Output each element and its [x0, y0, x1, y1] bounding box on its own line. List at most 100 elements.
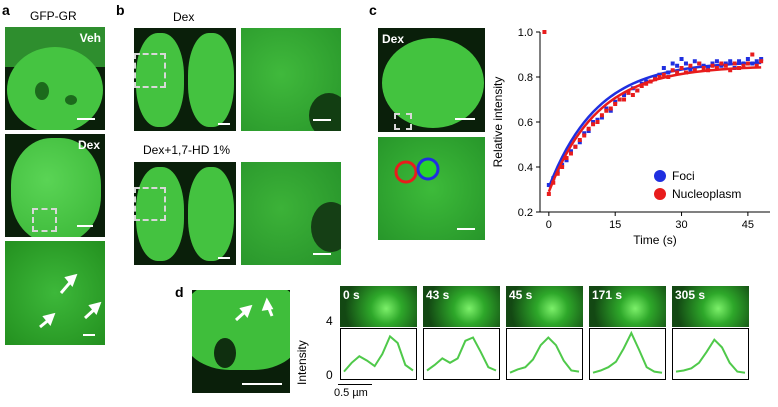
micrograph-b-dex-zoom: [241, 28, 341, 131]
data-point-nucleoplasm: [692, 68, 697, 73]
panel-label-c: c: [369, 2, 377, 18]
micrograph-dex-zoom: [5, 241, 105, 345]
data-point-foci: [710, 61, 715, 66]
data-point-nucleoplasm: [754, 63, 759, 68]
y-tick-label: 0.8: [518, 72, 533, 84]
scale-bar: [83, 334, 95, 336]
data-point-foci: [750, 61, 755, 66]
scale-bar: [313, 253, 331, 255]
profile-frame: [423, 328, 500, 380]
data-point-nucleoplasm: [626, 90, 631, 95]
x-tick-label: 30: [675, 219, 687, 231]
data-point-foci: [564, 158, 569, 163]
data-point-foci: [714, 59, 719, 64]
data-point-nucleoplasm: [560, 165, 565, 169]
x-tick-label: 45: [742, 219, 754, 231]
data-point-nucleoplasm: [604, 108, 609, 113]
data-point-nucleoplasm: [688, 63, 693, 68]
legend-label-foci: Foci: [672, 169, 695, 183]
data-point-nucleoplasm: [573, 144, 578, 149]
label-c-dex: Dex: [382, 32, 405, 46]
frap-chart: 0.2 0.4 0.6 0.8 1.0 0 15 30 45 Time (s) Relative i…: [491, 27, 770, 247]
data-point-nucleoplasm: [591, 122, 596, 127]
data-point-foci: [754, 59, 759, 64]
arrows: [234, 297, 274, 322]
data-point-foci: [679, 57, 684, 61]
data-point-foci: [666, 70, 671, 75]
profile-line: [343, 334, 414, 373]
data-point-nucleoplasm: [701, 66, 706, 70]
d-ylabel: Intensity: [295, 340, 309, 385]
profile-line: [675, 338, 746, 374]
scale-bar: [242, 383, 282, 385]
data-point-nucleoplasm: [741, 63, 746, 68]
panel-b-top-label: Dex: [173, 10, 195, 24]
data-point-nucleoplasm: [635, 88, 640, 93]
data-point-nucleoplasm: [750, 52, 755, 57]
micrograph-veh: Veh: [5, 27, 105, 130]
data-point-nucleoplasm: [657, 75, 662, 79]
profile-line: [509, 336, 580, 374]
scale-bar: [457, 228, 475, 230]
data-point-nucleoplasm: [759, 59, 764, 64]
data-point-foci: [741, 61, 746, 66]
frame-time-label: 171 s: [592, 288, 623, 302]
data-point-foci: [604, 106, 609, 111]
zoom-box: [394, 113, 412, 130]
micrograph-c-dex: Dex: [378, 28, 485, 132]
data-point-foci: [706, 66, 711, 70]
scale-bar: [218, 257, 230, 259]
data-point-foci: [568, 149, 573, 154]
frame-time-label: 43 s: [426, 288, 450, 302]
data-point-nucleoplasm: [568, 151, 573, 156]
data-point-nucleoplasm: [737, 66, 742, 70]
data-point-nucleoplasm: [661, 72, 666, 77]
data-point-nucleoplasm: [622, 97, 627, 102]
frame-4: 305 s: [672, 286, 749, 327]
data-point-foci: [613, 99, 618, 104]
data-point-foci: [577, 140, 582, 145]
d-ytick-0: 0: [326, 368, 333, 382]
panel-b-bottom-label: Dex+1,7-HD 1%: [143, 143, 231, 157]
panel-label-a: a: [2, 2, 10, 18]
data-point-nucleoplasm: [595, 120, 600, 124]
data-point-nucleoplasm: [723, 63, 728, 68]
data-point-foci: [692, 59, 697, 64]
data-point-foci: [622, 93, 627, 97]
data-point-foci: [737, 59, 742, 64]
scale-bar: [313, 119, 331, 121]
micrograph-c-zoom: [378, 137, 485, 240]
frame-time-label: 45 s: [509, 288, 533, 302]
profile-frame: [506, 328, 583, 380]
data-point-nucleoplasm: [577, 138, 582, 142]
profile-line: [592, 330, 663, 374]
data-point-nucleoplasm: [745, 61, 750, 66]
data-point-foci: [591, 120, 596, 124]
profile-line: [426, 336, 497, 372]
data-point-nucleoplasm: [653, 77, 657, 82]
roi-circles: [394, 157, 440, 184]
micrograph-d: [192, 290, 290, 393]
scale-bar: [77, 225, 93, 227]
data-point-nucleoplasm: [542, 30, 547, 34]
frame-1: 43 s: [423, 286, 500, 327]
data-point-foci: [661, 66, 666, 70]
d-ytick-4: 4: [326, 314, 333, 328]
x-axis-label: Time (s): [633, 233, 677, 247]
zoom-box: [32, 208, 57, 232]
data-point-nucleoplasm: [732, 61, 737, 66]
d-scale-label: 0.5 µm: [334, 387, 368, 399]
data-point-nucleoplasm: [697, 61, 702, 66]
data-point-nucleoplasm: [586, 126, 591, 131]
d-scale-line: [338, 384, 372, 385]
y-tick-label: 0.6: [518, 117, 533, 129]
data-point-nucleoplasm: [644, 81, 649, 86]
x-tick-label: 0: [546, 219, 552, 231]
data-point-foci: [723, 61, 728, 66]
data-point-nucleoplasm: [683, 70, 688, 75]
profile-frame: [340, 328, 417, 380]
data-point-nucleoplasm: [599, 113, 604, 118]
zoom-box: [134, 53, 166, 88]
legend-label-nucleoplasm: Nucleoplasm: [672, 187, 741, 201]
data-point-foci: [582, 131, 587, 136]
